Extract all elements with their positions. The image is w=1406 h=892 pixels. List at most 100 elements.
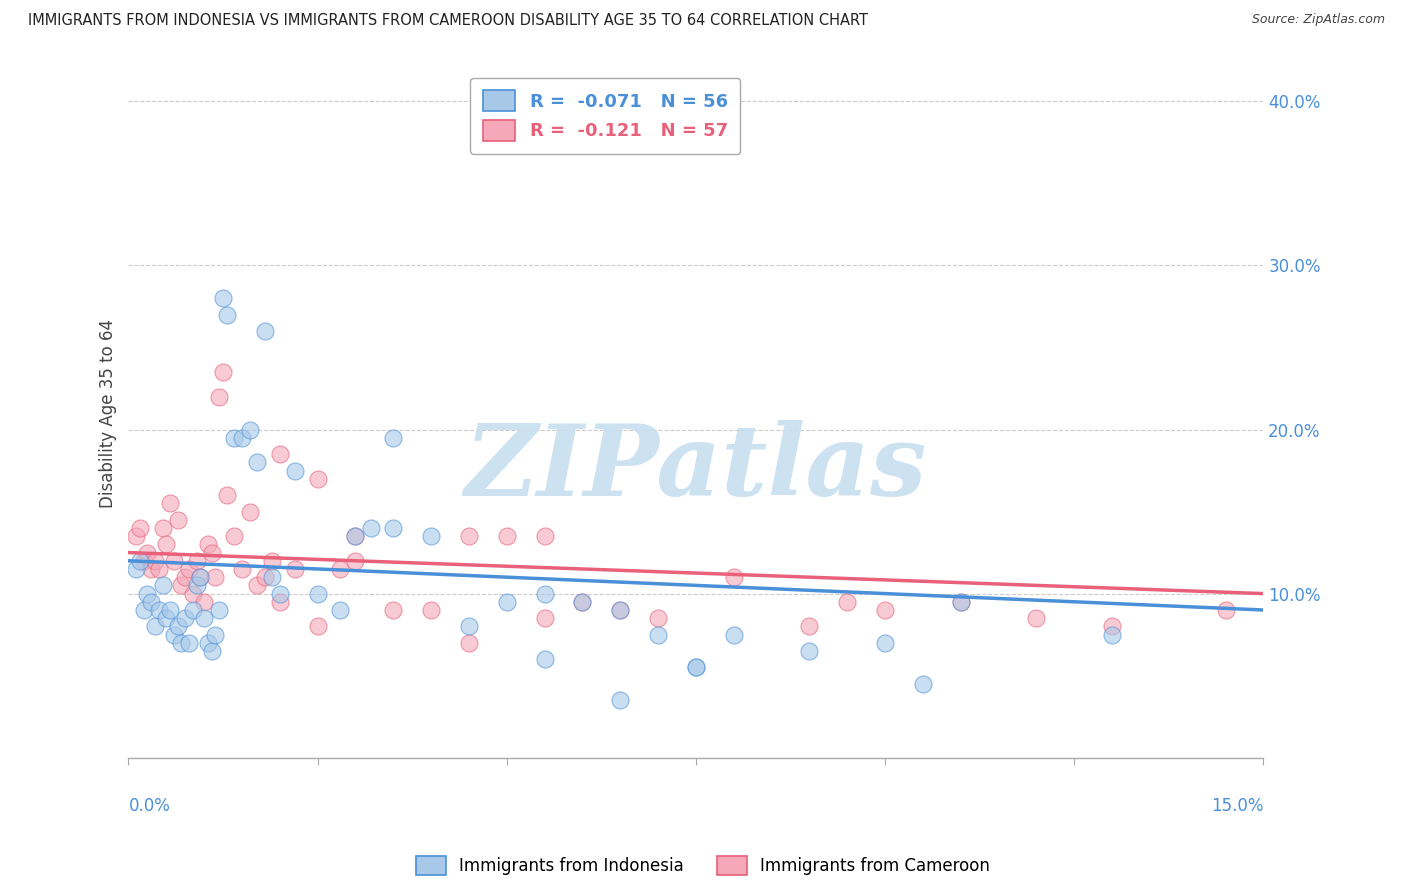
Point xyxy=(136,545,159,559)
Legend: R =  -0.071   N = 56, R =  -0.121   N = 57: R = -0.071 N = 56, R = -0.121 N = 57 xyxy=(470,78,741,153)
Point xyxy=(949,595,972,609)
Point xyxy=(420,529,443,543)
Point xyxy=(132,554,155,568)
Point xyxy=(141,595,163,609)
Point xyxy=(329,562,352,576)
Point xyxy=(143,554,166,568)
Point xyxy=(166,619,188,633)
Point xyxy=(125,562,148,576)
Point xyxy=(141,562,163,576)
Point xyxy=(159,496,181,510)
Point xyxy=(533,611,555,625)
Point xyxy=(128,554,150,568)
Point xyxy=(212,291,235,305)
Y-axis label: Disability Age 35 to 64: Disability Age 35 to 64 xyxy=(100,318,117,508)
Point xyxy=(197,537,219,551)
Point xyxy=(201,545,224,559)
Point xyxy=(533,652,555,666)
Point xyxy=(231,562,253,576)
Point xyxy=(284,562,307,576)
Point xyxy=(246,455,269,469)
Point xyxy=(136,586,159,600)
Point xyxy=(911,677,934,691)
Point xyxy=(307,586,329,600)
Point xyxy=(284,463,307,477)
Point xyxy=(155,611,177,625)
Point xyxy=(269,447,291,461)
Point xyxy=(458,529,481,543)
Point xyxy=(231,431,253,445)
Point xyxy=(685,660,707,674)
Point xyxy=(344,529,367,543)
Point xyxy=(224,431,246,445)
Point xyxy=(262,554,284,568)
Point xyxy=(609,603,631,617)
Point xyxy=(215,488,238,502)
Point xyxy=(188,570,211,584)
Text: Source: ZipAtlas.com: Source: ZipAtlas.com xyxy=(1251,13,1385,27)
Point xyxy=(329,603,352,617)
Point xyxy=(685,660,707,674)
Point xyxy=(571,595,593,609)
Point xyxy=(873,636,896,650)
Point xyxy=(837,595,859,609)
Point xyxy=(382,603,405,617)
Point xyxy=(533,529,555,543)
Point xyxy=(360,521,382,535)
Point xyxy=(344,529,367,543)
Point xyxy=(799,644,821,658)
Point xyxy=(155,537,177,551)
Point xyxy=(533,586,555,600)
Point xyxy=(148,603,170,617)
Point xyxy=(152,521,174,535)
Point xyxy=(128,521,150,535)
Point xyxy=(262,570,284,584)
Point xyxy=(246,578,269,592)
Point xyxy=(193,611,215,625)
Point xyxy=(647,611,669,625)
Point xyxy=(212,365,235,379)
Point xyxy=(382,521,405,535)
Point xyxy=(253,570,276,584)
Point xyxy=(163,627,186,641)
Point xyxy=(186,554,208,568)
Point xyxy=(458,619,481,633)
Point xyxy=(159,603,181,617)
Point xyxy=(420,603,443,617)
Point xyxy=(238,504,260,518)
Point xyxy=(163,554,186,568)
Point xyxy=(170,636,193,650)
Point xyxy=(181,586,204,600)
Point xyxy=(949,595,972,609)
Point xyxy=(132,603,155,617)
Point xyxy=(799,619,821,633)
Point xyxy=(208,390,231,404)
Point xyxy=(166,513,188,527)
Point xyxy=(873,603,896,617)
Point xyxy=(204,570,226,584)
Point xyxy=(152,578,174,592)
Point xyxy=(201,644,224,658)
Legend: Immigrants from Indonesia, Immigrants from Cameroon: Immigrants from Indonesia, Immigrants fr… xyxy=(409,849,997,882)
Text: 15.0%: 15.0% xyxy=(1211,797,1264,814)
Point xyxy=(1101,619,1123,633)
Point xyxy=(148,562,170,576)
Point xyxy=(188,570,211,584)
Point xyxy=(253,324,276,338)
Point xyxy=(723,627,745,641)
Point xyxy=(495,595,517,609)
Point xyxy=(224,529,246,543)
Point xyxy=(1101,627,1123,641)
Point xyxy=(609,603,631,617)
Point xyxy=(344,554,367,568)
Point xyxy=(177,636,200,650)
Point xyxy=(197,636,219,650)
Point xyxy=(170,578,193,592)
Point xyxy=(125,529,148,543)
Point xyxy=(215,308,238,322)
Point xyxy=(571,595,593,609)
Point xyxy=(193,595,215,609)
Text: IMMIGRANTS FROM INDONESIA VS IMMIGRANTS FROM CAMEROON DISABILITY AGE 35 TO 64 CO: IMMIGRANTS FROM INDONESIA VS IMMIGRANTS … xyxy=(28,13,868,29)
Point xyxy=(238,423,260,437)
Point xyxy=(1215,603,1237,617)
